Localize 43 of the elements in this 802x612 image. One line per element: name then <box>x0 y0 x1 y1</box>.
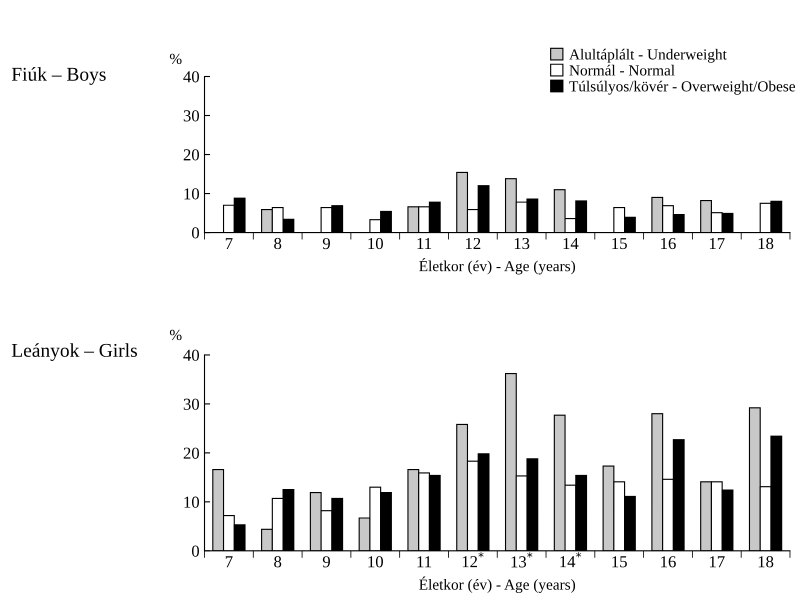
x-axis-title: Életkor (év) - Age (years) <box>419 258 576 274</box>
y-tick-label: 30 <box>184 398 200 410</box>
x-tick-label: 10 <box>368 238 383 250</box>
chart-title: Leányok – Girls <box>12 343 137 361</box>
y-tick-label: 40 <box>183 350 200 361</box>
y-tick-label: 10 <box>184 496 200 508</box>
x-tick-label: 13$^{*}$ <box>512 552 532 568</box>
x-tick-label: 8 <box>274 238 282 250</box>
legend-label: Túlsúlyos/kövér - Overweight/Obese <box>569 80 796 95</box>
x-tick-label: 11 <box>418 238 432 249</box>
x-tick-label: 13 <box>514 238 530 250</box>
x-tick-label: 17 <box>710 556 725 568</box>
x-tick-label: 9 <box>322 556 330 568</box>
legend-label: Alultáplált - Underweight <box>569 48 727 63</box>
y-tick-label: 20 <box>184 448 200 459</box>
y-tick-label: 30 <box>184 110 200 122</box>
x-axis-title: Életkor (év) - Age (years) <box>419 576 576 593</box>
x-tick-label: 10 <box>368 556 383 568</box>
y-axis-title: % <box>170 54 182 64</box>
legend-label: Normál - Normal <box>569 64 675 76</box>
x-tick-label: 12$^{*}$ <box>462 552 484 568</box>
x-tick-label: 11 <box>418 556 432 568</box>
x-tick-label: 15 <box>612 238 627 250</box>
y-tick-label: 10 <box>184 188 200 200</box>
y-tick-label: 20 <box>184 149 200 160</box>
x-tick-label: 17 <box>710 238 725 249</box>
x-tick-label: 15 <box>612 556 627 568</box>
x-tick-label: 14$^{*}$ <box>560 552 582 568</box>
x-tick-label: 18 <box>758 556 774 568</box>
x-tick-label: 7 <box>226 556 233 568</box>
x-tick-label: 16 <box>661 238 676 250</box>
y-tick-label: 40 <box>183 71 200 82</box>
x-tick-label: 9 <box>322 238 330 250</box>
x-tick-label: 12 <box>466 238 480 249</box>
x-tick-label: 18 <box>758 238 774 250</box>
x-tick-label: 8 <box>274 556 282 568</box>
chart-title: Fiúk – Boys <box>12 67 106 85</box>
y-tick-label: 0 <box>192 227 200 239</box>
y-axis-title: % <box>170 330 182 340</box>
x-tick-label: 16 <box>661 556 676 568</box>
x-tick-label: 14 <box>564 238 578 249</box>
y-tick-label: 0 <box>192 546 200 557</box>
x-tick-label: 7 <box>226 238 233 249</box>
